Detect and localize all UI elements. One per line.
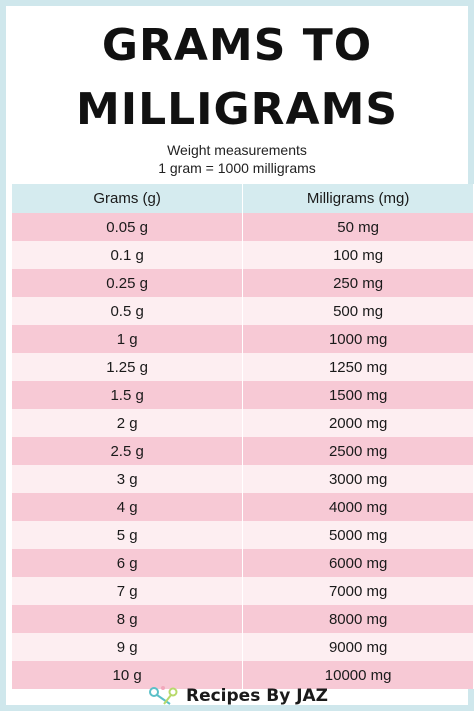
milligrams-cell: 8000 mg <box>242 605 474 633</box>
grams-cell: 3 g <box>12 465 244 493</box>
table-row: 0.25 g 250 mg <box>12 269 474 297</box>
grams-cell: 2 g <box>12 409 244 437</box>
title-line-1: GRAMS TO <box>101 20 373 71</box>
table-row: 6 g 6000 mg <box>12 549 474 577</box>
table-row: 7 g 7000 mg <box>12 577 474 605</box>
grams-cell: 0.1 g <box>12 241 244 269</box>
milligrams-cell: 7000 mg <box>242 577 474 605</box>
milligrams-cell: 1500 mg <box>242 381 474 409</box>
grams-cell: 1.5 g <box>12 381 244 409</box>
milligrams-cell: 1250 mg <box>242 353 474 381</box>
milligrams-cell: 2000 mg <box>242 409 474 437</box>
grams-cell: 6 g <box>12 549 244 577</box>
footer: Recipes By JAZ <box>6 681 468 711</box>
subtitle-line-1: Weight measurements <box>167 142 307 158</box>
whisk-icon <box>146 684 180 708</box>
milligrams-cell: 10000 mg <box>242 661 474 689</box>
table-row: 0.5 g 500 mg <box>12 297 474 325</box>
table-row: 4 g 4000 mg <box>12 493 474 521</box>
brand-name: Recipes By JAZ <box>185 686 329 706</box>
grams-cell: 5 g <box>12 521 244 549</box>
table-row: 8 g 8000 mg <box>12 605 474 633</box>
table-row: 10 g 10000 mg <box>12 661 474 689</box>
grams-cell: 8 g <box>12 605 244 633</box>
table-row: 9 g 9000 mg <box>12 633 474 661</box>
column-header-grams: Grams (g) <box>12 184 244 213</box>
column-header-milligrams: Milligrams (mg) <box>242 184 474 213</box>
table-row: 0.05 g 50 mg <box>12 213 474 241</box>
milligrams-cell: 250 mg <box>242 269 474 297</box>
grams-cell: 0.5 g <box>12 297 244 325</box>
table-row: 1 g 1000 mg <box>12 325 474 353</box>
conversion-table: Grams (g) Milligrams (mg) 0.05 g 50 mg 0.1… <box>12 184 474 689</box>
grams-cell: 1 g <box>12 325 244 353</box>
grams-cell: 10 g <box>12 661 244 689</box>
grams-cell: 4 g <box>12 493 244 521</box>
milligrams-cell: 9000 mg <box>242 633 474 661</box>
milligrams-cell: 500 mg <box>242 297 474 325</box>
milligrams-cell: 100 mg <box>242 241 474 269</box>
table-row: 5 g 5000 mg <box>12 521 474 549</box>
milligrams-cell: 3000 mg <box>242 465 474 493</box>
grams-cell: 7 g <box>12 577 244 605</box>
table-row: 2 g 2000 mg <box>12 409 474 437</box>
table-row: 3 g 3000 mg <box>12 465 474 493</box>
milligrams-cell: 6000 mg <box>242 549 474 577</box>
title-line-2: MILLIGRAMS <box>75 84 399 135</box>
table-row: 0.1 g 100 mg <box>12 241 474 269</box>
grams-cell: 2.5 g <box>12 437 244 465</box>
table-row: 1.5 g 1500 mg <box>12 381 474 409</box>
table-header-row: Grams (g) Milligrams (mg) <box>12 184 474 213</box>
milligrams-cell: 4000 mg <box>242 493 474 521</box>
grams-cell: 0.25 g <box>12 269 244 297</box>
milligrams-cell: 2500 mg <box>242 437 474 465</box>
subtitle-line-2: 1 gram = 1000 milligrams <box>158 160 316 176</box>
grams-cell: 9 g <box>12 633 244 661</box>
milligrams-cell: 1000 mg <box>242 325 474 353</box>
table-row: 2.5 g 2500 mg <box>12 437 474 465</box>
grams-cell: 1.25 g <box>12 353 244 381</box>
milligrams-cell: 50 mg <box>242 213 474 241</box>
table-row: 1.25 g 1250 mg <box>12 353 474 381</box>
grams-cell: 0.05 g <box>12 213 244 241</box>
milligrams-cell: 5000 mg <box>242 521 474 549</box>
